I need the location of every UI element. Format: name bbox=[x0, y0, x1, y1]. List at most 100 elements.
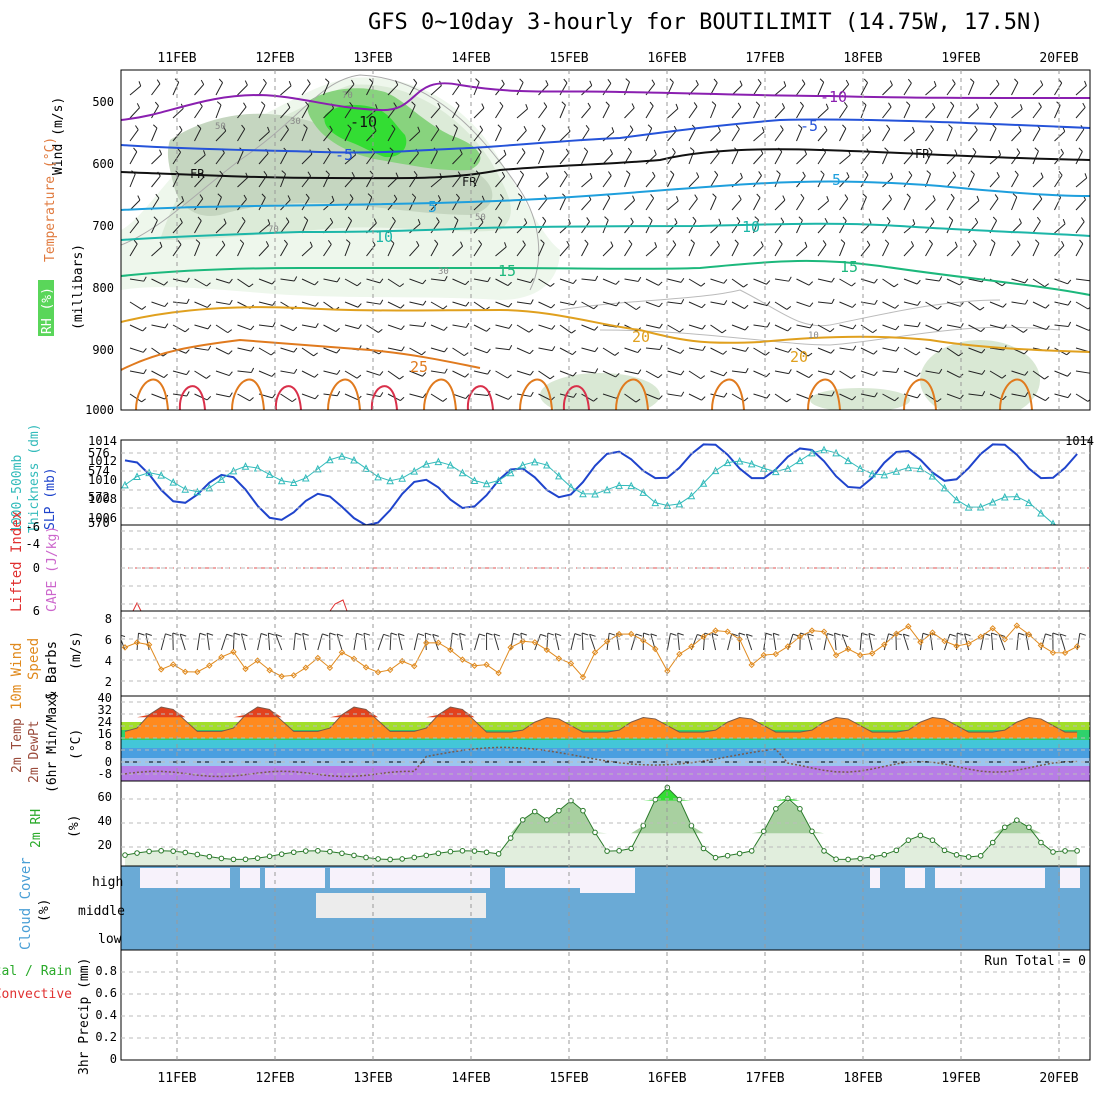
wind-barb-flag bbox=[487, 277, 491, 282]
wind-barb-flag bbox=[206, 282, 211, 287]
wind-barb-flag bbox=[711, 101, 717, 106]
cape-tick: 0 bbox=[33, 561, 40, 575]
wind-barb bbox=[559, 245, 570, 257]
wind-barb bbox=[903, 131, 915, 142]
wind-barb-flag bbox=[758, 171, 762, 176]
thickness-marker bbox=[326, 455, 334, 464]
wind-barb bbox=[237, 393, 250, 402]
wind-barb-flag bbox=[561, 101, 566, 106]
wind-barb-flag bbox=[261, 193, 266, 198]
wind-barb-flag bbox=[926, 170, 931, 175]
wind-barb bbox=[559, 152, 570, 165]
wind-barb bbox=[581, 106, 591, 119]
wind-barb bbox=[882, 128, 891, 142]
wind-barb bbox=[258, 105, 266, 119]
wind-barb-flag bbox=[550, 304, 556, 309]
wind-barb bbox=[237, 151, 244, 165]
wind-barb bbox=[473, 370, 488, 375]
wind-barb bbox=[237, 324, 251, 331]
wind-barb bbox=[366, 82, 374, 96]
wind-barb-flag bbox=[979, 306, 985, 311]
thickness-marker bbox=[217, 475, 226, 483]
wind-barb-flag bbox=[659, 344, 663, 350]
wind-barb-flag bbox=[1038, 194, 1043, 200]
wind-barb-flag bbox=[315, 323, 319, 328]
wind-barb bbox=[624, 173, 631, 188]
wind-barb-flag bbox=[799, 101, 804, 107]
wind-barb bbox=[1032, 198, 1043, 211]
wind-barb bbox=[215, 196, 222, 211]
wind-barb bbox=[688, 324, 703, 330]
wind-barb bbox=[323, 151, 332, 165]
wind-speed-marker bbox=[543, 646, 551, 654]
rh-tick: 60 bbox=[98, 790, 112, 804]
wind-barb bbox=[258, 278, 273, 285]
wind-barb-flag bbox=[498, 216, 503, 221]
label-cape: CAPE (J/kg) bbox=[45, 526, 60, 612]
wind-speed-marker bbox=[953, 642, 960, 650]
wind-barb bbox=[215, 152, 225, 165]
wind-barb bbox=[215, 174, 224, 188]
wind-barb-flag bbox=[1088, 328, 1090, 331]
wind-barb bbox=[753, 245, 764, 257]
label-3hr-precip: 3hr Precip (mm) bbox=[77, 958, 92, 1075]
wind10-barb-flag bbox=[1060, 633, 1067, 637]
wind-barb-flag bbox=[207, 345, 212, 351]
wind-barb-flag bbox=[379, 392, 384, 397]
wind-barb-flag bbox=[153, 216, 158, 221]
wind-barb bbox=[602, 278, 617, 285]
wind-barb-flag bbox=[325, 170, 330, 175]
wind10-barb-flag bbox=[493, 633, 501, 637]
wind10-barb bbox=[302, 633, 307, 651]
wind-barb-flag bbox=[217, 193, 222, 198]
wind-barb bbox=[215, 82, 224, 96]
wind-barb bbox=[237, 370, 252, 373]
cloud-high-gap bbox=[330, 868, 450, 888]
wind-barb bbox=[344, 393, 358, 401]
cape-tick: -6 bbox=[26, 520, 40, 534]
wind-speed-marker bbox=[459, 656, 466, 663]
wind10-barb bbox=[711, 633, 717, 651]
rh-marker bbox=[700, 845, 707, 852]
wind-barb bbox=[710, 370, 724, 377]
rh-marker bbox=[845, 856, 851, 863]
wind-speed-marker bbox=[603, 638, 611, 645]
isotherm-label: FR bbox=[915, 147, 930, 161]
wind-barb-flag bbox=[831, 298, 835, 304]
wind-barb bbox=[280, 393, 293, 403]
wind-barb bbox=[301, 83, 311, 96]
wind-barb-flag bbox=[1001, 374, 1007, 379]
wind-barb-flag bbox=[519, 78, 524, 83]
wind-barb-flag bbox=[521, 148, 526, 153]
wind-barb bbox=[946, 105, 955, 119]
thickness-tick: 576 bbox=[88, 446, 110, 460]
wind-barb bbox=[473, 129, 484, 142]
wind-barb bbox=[516, 82, 524, 96]
wind-speed-marker bbox=[338, 649, 346, 656]
rh-marker bbox=[122, 852, 128, 858]
wind10-barb-flag bbox=[145, 632, 152, 636]
wind10-barb bbox=[267, 633, 271, 651]
wind-barb-flag bbox=[765, 351, 770, 356]
wind-barb-flag bbox=[457, 79, 461, 84]
wind-barb-flag bbox=[593, 397, 598, 402]
wind-barb bbox=[774, 173, 781, 188]
thickness-marker bbox=[398, 474, 407, 482]
wind-barb bbox=[495, 105, 504, 119]
wind-barb-flag bbox=[933, 80, 937, 86]
thickness-marker bbox=[205, 483, 214, 492]
wind-speed-marker bbox=[121, 644, 129, 651]
wind-barb bbox=[925, 129, 934, 142]
wind-barb-flag bbox=[411, 193, 416, 198]
wind-barb-flag bbox=[787, 348, 792, 353]
wind10-barb-flag bbox=[295, 632, 302, 636]
precip-tick: 0.2 bbox=[95, 1030, 117, 1044]
ytick: 600 bbox=[92, 157, 114, 171]
wind-barb bbox=[516, 347, 530, 355]
wind-barb-flag bbox=[177, 240, 182, 245]
wind-speed-marker bbox=[374, 668, 382, 676]
rh-marker bbox=[1050, 849, 1056, 855]
wind-barb bbox=[946, 220, 954, 234]
wind-barb bbox=[237, 220, 246, 234]
wind-barb bbox=[194, 84, 205, 96]
